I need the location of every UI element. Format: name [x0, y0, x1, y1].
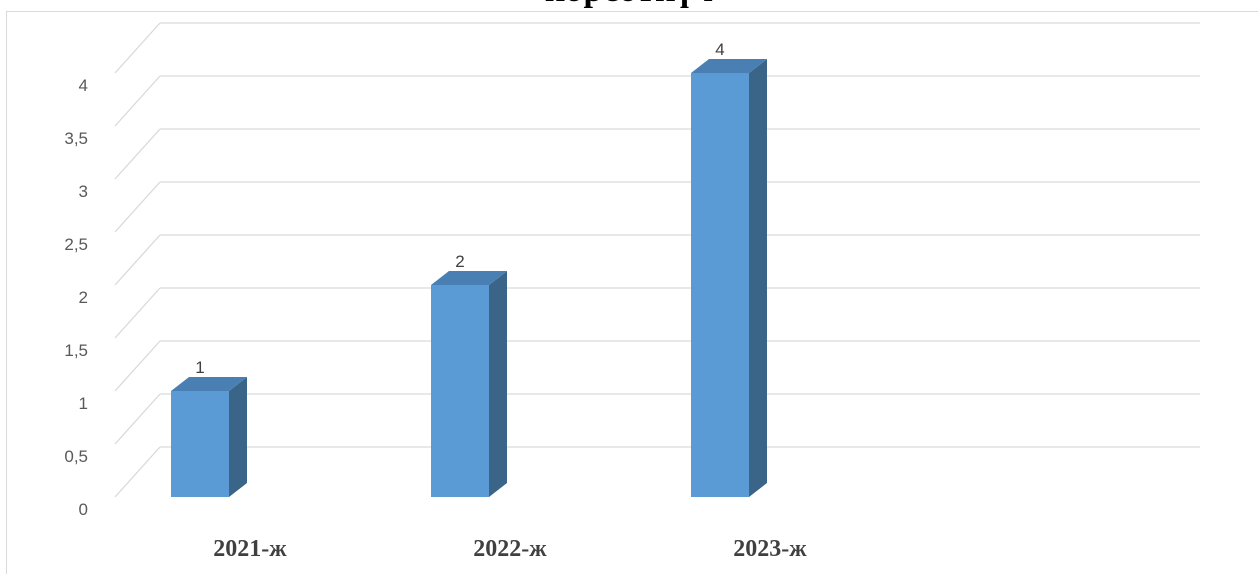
y-tick-label: 3	[79, 182, 88, 201]
gridline-diagonal	[114, 75, 161, 127]
bar-side	[749, 59, 767, 497]
bar	[171, 391, 229, 497]
gridline-diagonal	[114, 22, 161, 74]
x-category-label: 2022-ж	[473, 536, 547, 562]
bar-side	[229, 377, 247, 497]
y-tick-label: 2,5	[64, 235, 88, 254]
y-tick-label: 4	[79, 76, 88, 95]
data-label: 2	[455, 252, 464, 271]
chart-frame	[6, 11, 1258, 574]
gridline-diagonal	[114, 287, 161, 339]
gridline-diagonal	[114, 128, 161, 180]
x-category-label: 2023-ж	[733, 536, 807, 562]
y-tick-label: 3,5	[64, 129, 88, 148]
bar	[431, 285, 489, 497]
y-tick-label: 0	[79, 500, 88, 519]
bar	[691, 73, 749, 497]
y-tick-label: 1,5	[64, 341, 88, 360]
bar-top	[171, 377, 247, 391]
bar-top	[431, 271, 507, 285]
y-tick-label: 1	[79, 394, 88, 413]
bar-side	[489, 271, 507, 497]
y-tick-label: 2	[79, 288, 88, 307]
x-category-label: 2021-ж	[213, 536, 287, 562]
chart-title: көрсөткүч	[0, 0, 1259, 10]
gridline-diagonal	[114, 340, 161, 392]
bar-top	[691, 59, 767, 73]
gridline-diagonal	[114, 446, 161, 498]
gridline-diagonal	[114, 393, 161, 445]
gridline-diagonal	[114, 234, 161, 286]
data-label: 4	[715, 40, 724, 59]
data-label: 1	[195, 358, 204, 377]
y-tick-label: 0,5	[64, 447, 88, 466]
gridline-diagonal	[114, 181, 161, 233]
